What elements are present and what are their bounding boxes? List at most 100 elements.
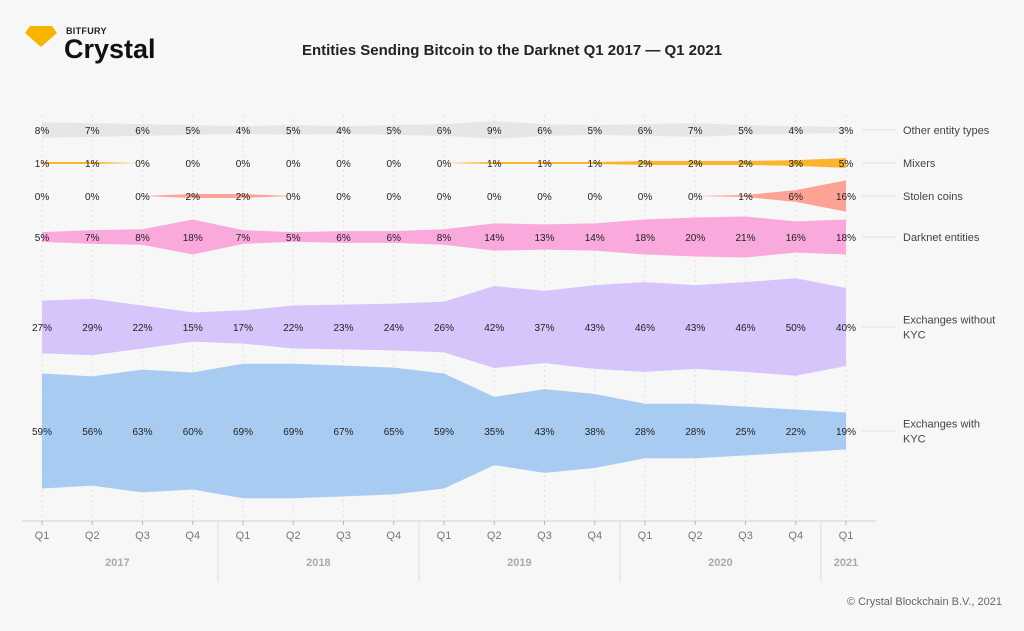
data-label: 3% — [789, 159, 804, 170]
data-label: 38% — [585, 427, 605, 438]
series-band — [42, 180, 846, 212]
data-label: 0% — [387, 192, 402, 203]
data-label: 1% — [738, 192, 753, 203]
data-label: 65% — [384, 427, 404, 438]
data-label: 23% — [333, 323, 353, 334]
data-label: 28% — [635, 427, 655, 438]
legend-label: KYC — [903, 434, 926, 446]
x-tick-label: Q3 — [135, 530, 150, 542]
data-label: 4% — [236, 126, 251, 137]
x-tick-label: Q3 — [336, 530, 351, 542]
x-tick-label: Q1 — [236, 530, 251, 542]
data-label: 43% — [534, 427, 554, 438]
x-tick-label: Q4 — [386, 530, 401, 542]
data-label: 5% — [738, 126, 753, 137]
series-band — [42, 216, 846, 258]
data-label: 37% — [534, 323, 554, 334]
data-label: 6% — [789, 192, 804, 203]
brand-name: Crystal — [64, 34, 156, 64]
series-band — [42, 121, 846, 139]
data-label: 6% — [537, 126, 552, 137]
data-label: 14% — [585, 233, 605, 244]
x-tick-label: Q1 — [35, 530, 50, 542]
data-label: 0% — [688, 192, 703, 203]
data-label: 0% — [286, 159, 301, 170]
data-label: 6% — [387, 233, 402, 244]
data-label: 24% — [384, 323, 404, 334]
data-label: 0% — [437, 159, 452, 170]
series-band — [42, 278, 846, 376]
data-label: 42% — [484, 323, 504, 334]
data-label: 0% — [537, 192, 552, 203]
data-label: 0% — [186, 159, 201, 170]
data-label: 7% — [688, 126, 703, 137]
data-label: 3% — [839, 126, 854, 137]
year-label: 2019 — [507, 557, 531, 569]
data-label: 19% — [836, 427, 856, 438]
data-label: 0% — [135, 159, 150, 170]
x-tick-label: Q1 — [638, 530, 653, 542]
data-label: 2% — [638, 159, 653, 170]
data-label: 5% — [286, 126, 301, 137]
x-tick-label: Q4 — [587, 530, 602, 542]
data-label: 5% — [35, 233, 50, 244]
data-label: 5% — [588, 126, 603, 137]
data-label: 14% — [484, 233, 504, 244]
data-label: 1% — [588, 159, 603, 170]
data-label: 18% — [836, 233, 856, 244]
data-label: 9% — [487, 126, 502, 137]
data-label: 15% — [183, 323, 203, 334]
data-label: 1% — [537, 159, 552, 170]
data-label: 0% — [236, 159, 251, 170]
legend-label: Exchanges without — [903, 315, 995, 327]
legend-label: Exchanges with — [903, 419, 980, 431]
data-label: 59% — [32, 427, 52, 438]
data-label: 6% — [437, 126, 452, 137]
data-label: 22% — [786, 427, 806, 438]
data-label: 5% — [186, 126, 201, 137]
data-label: 0% — [135, 192, 150, 203]
data-label: 16% — [836, 192, 856, 203]
data-label: 5% — [387, 126, 402, 137]
legend-label: Darknet entities — [903, 232, 980, 244]
data-label: 28% — [685, 427, 705, 438]
data-label: 5% — [286, 233, 301, 244]
data-label: 0% — [487, 192, 502, 203]
data-label: 2% — [688, 159, 703, 170]
legend-label: Stolen coins — [903, 191, 963, 203]
data-label: 7% — [236, 233, 251, 244]
legend-label: Other entity types — [903, 125, 990, 137]
data-label: 0% — [638, 192, 653, 203]
x-tick-label: Q3 — [537, 530, 552, 542]
data-label: 46% — [735, 323, 755, 334]
series-band — [42, 158, 846, 168]
x-tick-label: Q1 — [839, 530, 854, 542]
data-label: 60% — [183, 427, 203, 438]
data-label: 0% — [286, 192, 301, 203]
data-label: 69% — [233, 427, 253, 438]
data-label: 63% — [132, 427, 152, 438]
data-label: 4% — [789, 126, 804, 137]
data-label: 8% — [35, 126, 50, 137]
data-label: 8% — [135, 233, 150, 244]
data-label: 2% — [186, 192, 201, 203]
data-label: 6% — [135, 126, 150, 137]
data-label: 6% — [336, 233, 351, 244]
data-label: 2% — [236, 192, 251, 203]
data-label: 7% — [85, 233, 100, 244]
data-label: 56% — [82, 427, 102, 438]
data-label: 50% — [786, 323, 806, 334]
data-label: 0% — [336, 159, 351, 170]
x-tick-label: Q4 — [788, 530, 803, 542]
data-label: 1% — [35, 159, 50, 170]
data-label: 13% — [534, 233, 554, 244]
data-label: 21% — [735, 233, 755, 244]
data-label: 43% — [685, 323, 705, 334]
data-label: 5% — [839, 159, 854, 170]
crystal-logo-icon — [24, 24, 58, 53]
data-label: 7% — [85, 126, 100, 137]
x-tick-label: Q4 — [185, 530, 200, 542]
data-label: 1% — [487, 159, 502, 170]
data-label: 25% — [735, 427, 755, 438]
